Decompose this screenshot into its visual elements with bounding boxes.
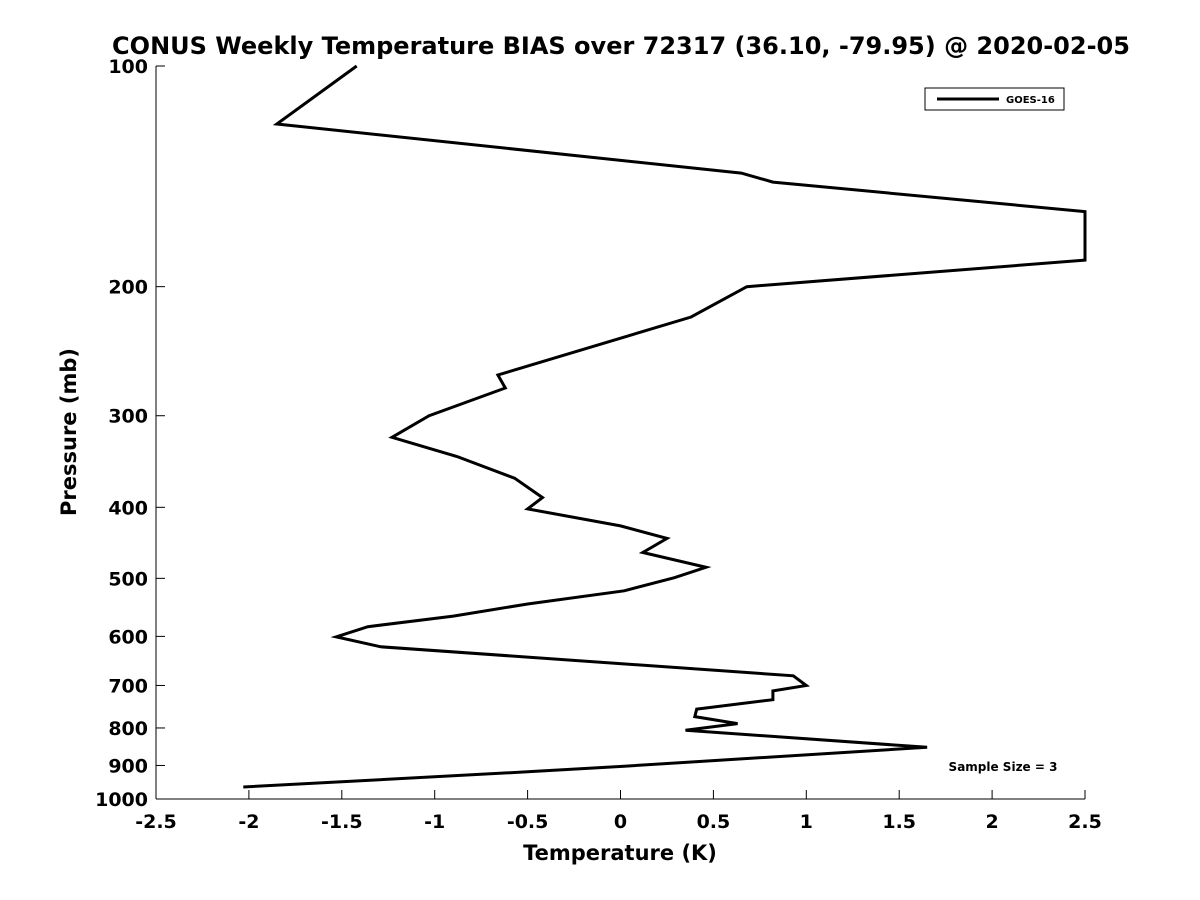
y-tick-label: 100	[108, 56, 148, 78]
legend: GOES-16	[924, 87, 1065, 111]
chart-title: CONUS Weekly Temperature BIAS over 72317…	[112, 32, 1130, 60]
x-tick-label: -1.5	[321, 811, 363, 833]
x-tick-label: 2	[985, 811, 998, 833]
x-tick-label: 1	[800, 811, 813, 833]
y-tick-label: 400	[108, 497, 148, 519]
x-axis-ticks: -2.5 -2 -1.5 -1 -0.5 0 0.5 1 1.5 2 2.5	[135, 790, 1102, 833]
y-tick-label: 800	[108, 718, 148, 740]
x-tick-label: -0.5	[507, 811, 549, 833]
y-tick-label: 500	[108, 568, 148, 590]
x-tick-label: -2	[238, 811, 259, 833]
x-tick-label: 0.5	[697, 811, 731, 833]
y-tick-label: 1000	[95, 789, 148, 811]
y-tick-label: 700	[108, 675, 148, 697]
x-tick-label: -1	[424, 811, 445, 833]
y-tick-label: 900	[108, 755, 148, 777]
plot-area	[156, 66, 1085, 799]
x-tick-label: 2.5	[1068, 811, 1102, 833]
x-tick-label: -2.5	[135, 811, 177, 833]
y-tick-label: 600	[108, 626, 148, 648]
series-line-goes-16	[243, 64, 1087, 789]
x-tick-label: 1.5	[882, 811, 916, 833]
y-axis-ticks: 100 200 300 400 500 600 700 800 900 1000	[95, 56, 165, 811]
y-tick-label: 300	[108, 406, 148, 428]
x-axis-label: Temperature (K)	[523, 841, 717, 865]
legend-label-goes16: GOES-16	[1006, 95, 1055, 106]
y-axis-label: Pressure (mb)	[57, 348, 81, 516]
y-tick-label: 200	[108, 277, 148, 299]
x-tick-label: 0	[614, 811, 627, 833]
sample-size-annotation: Sample Size = 3	[949, 760, 1058, 774]
series-lines	[243, 64, 1087, 789]
